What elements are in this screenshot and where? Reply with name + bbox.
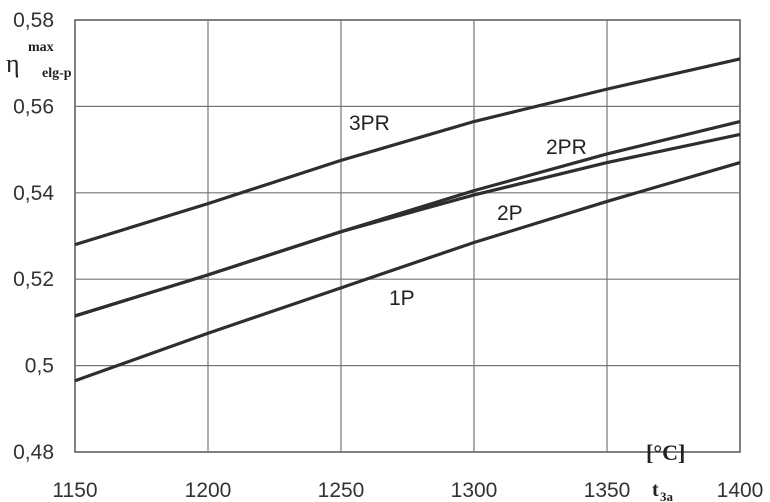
y-tick-label: 0,5 bbox=[25, 355, 54, 378]
y-tick-label: 0,56 bbox=[13, 95, 54, 118]
x-tick-label: 1150 bbox=[52, 479, 97, 502]
y-axis-label-main: η bbox=[6, 49, 20, 78]
x-tick-label: 1350 bbox=[584, 479, 631, 502]
series-label-2PR: 2PR bbox=[546, 136, 587, 159]
y-axis-label-sub: elg-p bbox=[42, 66, 72, 81]
grid bbox=[75, 20, 740, 452]
x-tick-label: 1300 bbox=[451, 479, 498, 502]
y-tick-label: 0,48 bbox=[13, 441, 54, 464]
series-lines bbox=[75, 59, 740, 381]
series-line-1P bbox=[75, 163, 740, 381]
series-label-2P: 2P bbox=[497, 202, 523, 225]
series-label-1P: 1P bbox=[389, 287, 415, 310]
y-axis-label: η bbox=[6, 49, 20, 78]
x-tick-label: 1250 bbox=[318, 479, 365, 502]
x-axis-label-sub: 3a bbox=[660, 489, 674, 502]
x-axis-unit: [°C] bbox=[646, 440, 685, 465]
y-tick-label: 0,54 bbox=[13, 182, 54, 205]
x-tick-label: 1400 bbox=[717, 479, 764, 502]
x-tick-label: 1200 bbox=[185, 479, 232, 502]
plot-frame bbox=[75, 20, 740, 452]
x-axis-label-main: t bbox=[652, 479, 659, 501]
y-axis-label-sup: max bbox=[28, 40, 54, 55]
series-label-3PR: 3PR bbox=[349, 112, 390, 135]
y-tick-label: 0,58 bbox=[13, 9, 54, 32]
series-line-3PR bbox=[75, 59, 740, 245]
y-tick-label: 0,52 bbox=[13, 268, 54, 291]
